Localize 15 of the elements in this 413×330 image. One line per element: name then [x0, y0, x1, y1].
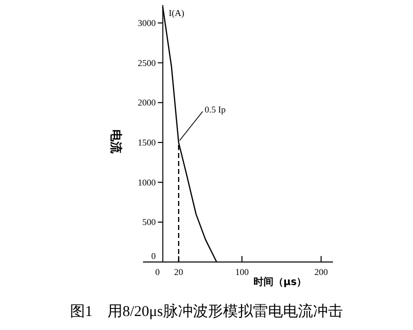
text: 图1 用8/20μs脉冲波形模拟雷电电流冲击 [70, 303, 344, 320]
x-tick-label: 200 [314, 267, 328, 277]
y-axis-title: 电流 [109, 130, 123, 154]
x-tick-label: 20 [174, 267, 184, 277]
y-tick-label: 0 [151, 251, 156, 261]
y-tick-label: 3000 [138, 18, 156, 28]
y-tick-label: 2000 [138, 98, 156, 108]
y-tick-label: 500 [142, 217, 156, 228]
annotation: 0.5 Ip [204, 104, 226, 114]
y-tick-label: 2500 [138, 58, 156, 68]
x-tick-label: 100 [235, 267, 250, 277]
x-axis-title: 时间（μs） [253, 276, 307, 288]
annotation: I(A) [168, 8, 184, 18]
y-tick-label: 1500 [138, 137, 156, 148]
y-tick-label: 1000 [138, 177, 156, 188]
